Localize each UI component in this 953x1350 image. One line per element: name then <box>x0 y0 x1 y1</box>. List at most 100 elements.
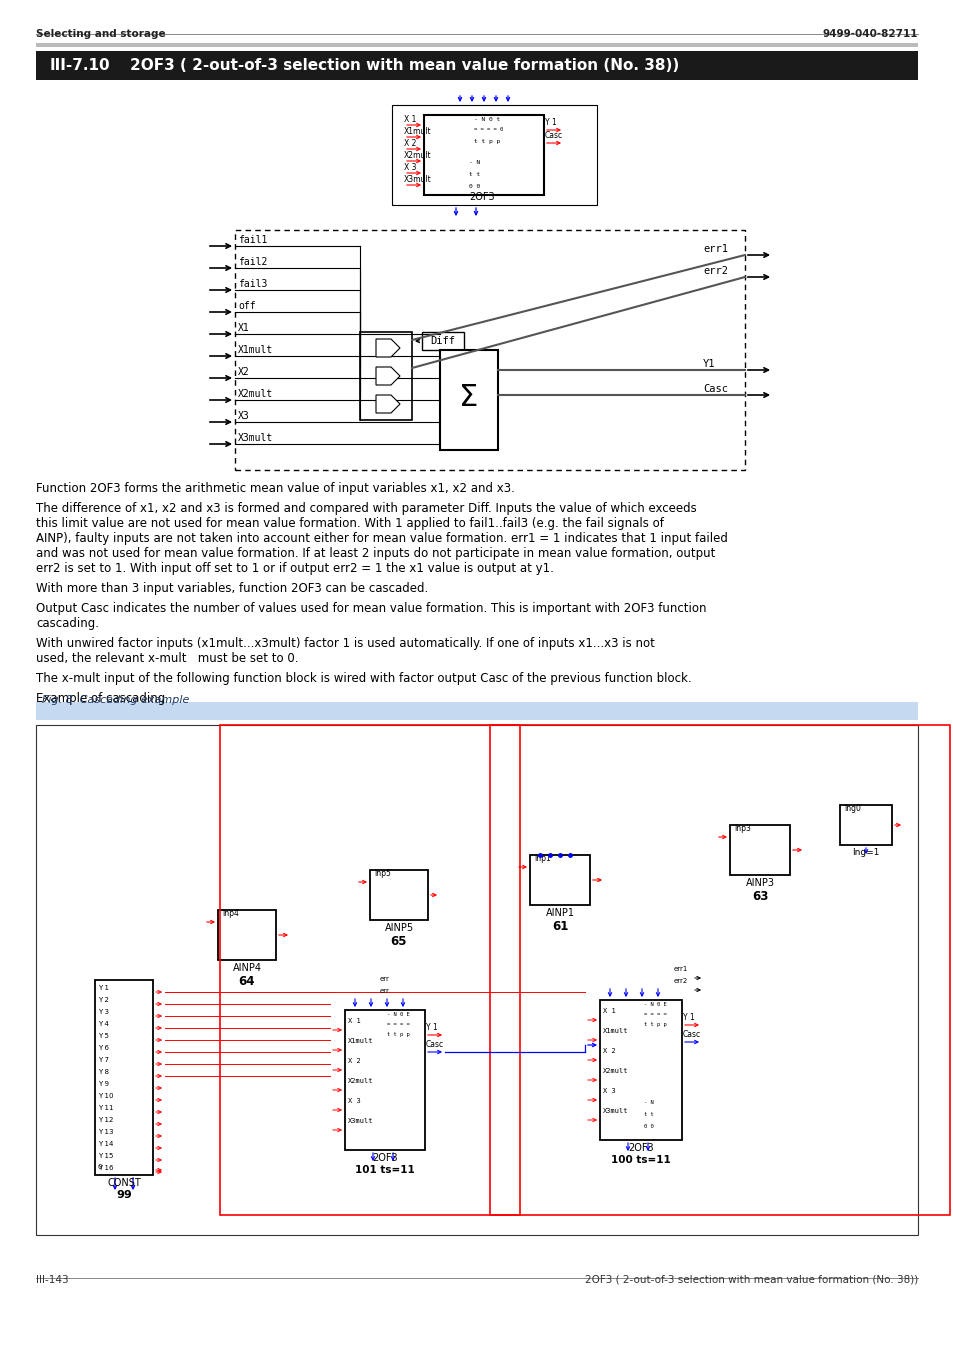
Text: Y 1: Y 1 <box>426 1023 437 1031</box>
Text: Y 7: Y 7 <box>98 1057 109 1062</box>
Text: err: err <box>379 976 390 981</box>
Text: AINP3: AINP3 <box>744 878 774 888</box>
Text: t t p p: t t p p <box>387 1031 410 1037</box>
Text: Y 11: Y 11 <box>98 1106 113 1111</box>
Text: 0 0: 0 0 <box>643 1125 653 1129</box>
Text: this limit value are not used for mean value formation. With 1 applied to fail1.: this limit value are not used for mean v… <box>36 517 663 531</box>
Bar <box>392 105 597 205</box>
Bar <box>218 910 275 960</box>
Text: AINP), faulty inputs are not taken into account either for mean value formation.: AINP), faulty inputs are not taken into … <box>36 532 727 545</box>
Text: err1: err1 <box>673 967 688 972</box>
Text: used, the relevant x-mult   must be set to 0.: used, the relevant x-mult must be set to… <box>36 652 298 666</box>
Bar <box>840 805 891 845</box>
Text: cascading.: cascading. <box>36 617 99 630</box>
Bar <box>439 350 497 450</box>
Text: X1mult: X1mult <box>602 1027 628 1034</box>
Text: The x-mult input of the following function block is wired with factor output Cas: The x-mult input of the following functi… <box>36 672 691 684</box>
Text: Y 13: Y 13 <box>98 1129 113 1135</box>
Text: Y 10: Y 10 <box>98 1094 113 1099</box>
Text: X2mult: X2mult <box>403 151 431 161</box>
Text: Inp5: Inp5 <box>374 869 391 878</box>
Text: X 1: X 1 <box>403 115 416 124</box>
Bar <box>599 1000 681 1139</box>
Text: Example of cascading: Example of cascading <box>36 693 165 705</box>
Text: Casc: Casc <box>544 131 562 140</box>
Text: err: err <box>379 988 390 994</box>
Text: Y 1: Y 1 <box>682 1012 694 1022</box>
Bar <box>423 115 543 194</box>
Bar <box>530 855 589 904</box>
Text: Y 3: Y 3 <box>98 1008 109 1015</box>
Text: = = = =: = = = = <box>387 1022 410 1027</box>
Text: Ing0: Ing0 <box>843 805 860 813</box>
Text: X2: X2 <box>237 367 250 377</box>
Bar <box>36 725 917 1235</box>
Text: t t p p: t t p p <box>643 1022 666 1027</box>
Text: Y1: Y1 <box>702 359 715 369</box>
Text: 64: 64 <box>238 975 255 988</box>
Text: X3: X3 <box>237 410 250 421</box>
Text: - N: - N <box>469 161 479 165</box>
Text: Selecting and storage: Selecting and storage <box>36 28 166 39</box>
Text: X1mult: X1mult <box>237 346 273 355</box>
Text: AINP5: AINP5 <box>384 923 414 933</box>
Text: fail3: fail3 <box>237 279 267 289</box>
Text: Casc: Casc <box>426 1040 444 1049</box>
Text: X2mult: X2mult <box>348 1079 374 1084</box>
Text: Function 2OF3 forms the arithmetic mean value of input variables x1, x2 and x3.: Function 2OF3 forms the arithmetic mean … <box>36 482 515 495</box>
Text: 61: 61 <box>551 919 568 933</box>
Bar <box>36 51 917 80</box>
Text: err2 is set to 1. With input off set to 1 or if output err2 = 1 the x1 value is : err2 is set to 1. With input off set to … <box>36 562 554 575</box>
Text: 99: 99 <box>116 1189 132 1200</box>
Text: X 3: X 3 <box>348 1098 360 1104</box>
Text: Y 9: Y 9 <box>98 1081 109 1087</box>
Text: t t: t t <box>643 1112 653 1116</box>
Text: Inp3: Inp3 <box>733 824 750 833</box>
Text: 2OF3 ( 2-out-of-3 selection with mean value formation (No. 38)): 2OF3 ( 2-out-of-3 selection with mean va… <box>130 58 679 73</box>
Text: Fig. 8  Cascading example: Fig. 8 Cascading example <box>42 695 190 705</box>
Text: 65: 65 <box>391 936 407 948</box>
Text: X3mult: X3mult <box>403 176 432 184</box>
Text: Y 2: Y 2 <box>98 998 109 1003</box>
Text: 100 ts=11: 100 ts=11 <box>611 1156 670 1165</box>
Text: X2mult: X2mult <box>237 389 273 400</box>
Bar <box>36 43 917 47</box>
Polygon shape <box>375 339 399 356</box>
Text: 9499-040-82711: 9499-040-82711 <box>821 28 917 39</box>
Text: 2OF3: 2OF3 <box>469 192 494 202</box>
Text: 2OF3: 2OF3 <box>372 1153 397 1162</box>
Text: err2: err2 <box>702 266 727 275</box>
Bar <box>345 1010 424 1150</box>
Text: err2: err2 <box>673 977 687 984</box>
Text: = = = =: = = = = <box>643 1012 666 1017</box>
Bar <box>421 332 463 350</box>
Bar <box>370 869 428 919</box>
Text: X 3: X 3 <box>403 163 416 171</box>
Text: Y 4: Y 4 <box>98 1021 109 1027</box>
Text: Y 8: Y 8 <box>98 1069 109 1075</box>
Text: Ing=1: Ing=1 <box>851 848 879 857</box>
Text: - N 0 E: - N 0 E <box>387 1012 410 1017</box>
Text: X 2: X 2 <box>403 139 416 148</box>
Text: X3mult: X3mult <box>348 1118 374 1125</box>
Text: Diff: Diff <box>430 336 455 346</box>
Text: = = = = 0: = = = = 0 <box>474 127 503 132</box>
Text: fail1: fail1 <box>237 235 267 244</box>
Text: Σ: Σ <box>458 382 478 412</box>
Polygon shape <box>375 367 399 385</box>
Text: Y 14: Y 14 <box>98 1141 113 1148</box>
Text: Casc: Casc <box>702 383 727 394</box>
Text: 0 0: 0 0 <box>469 184 479 189</box>
Text: - N 0 t: - N 0 t <box>474 117 499 121</box>
Text: Casc: Casc <box>682 1030 700 1040</box>
Text: X 2: X 2 <box>602 1048 615 1054</box>
Text: X 1: X 1 <box>348 1018 360 1025</box>
Text: 63: 63 <box>751 890 767 903</box>
Bar <box>359 332 412 420</box>
Text: Y 12: Y 12 <box>98 1116 113 1123</box>
Text: X3mult: X3mult <box>237 433 273 443</box>
Text: t t p p: t t p p <box>474 139 499 144</box>
Text: - N 0 E: - N 0 E <box>643 1002 666 1007</box>
Text: Y 5: Y 5 <box>98 1033 109 1040</box>
Text: X1mult: X1mult <box>403 127 431 136</box>
